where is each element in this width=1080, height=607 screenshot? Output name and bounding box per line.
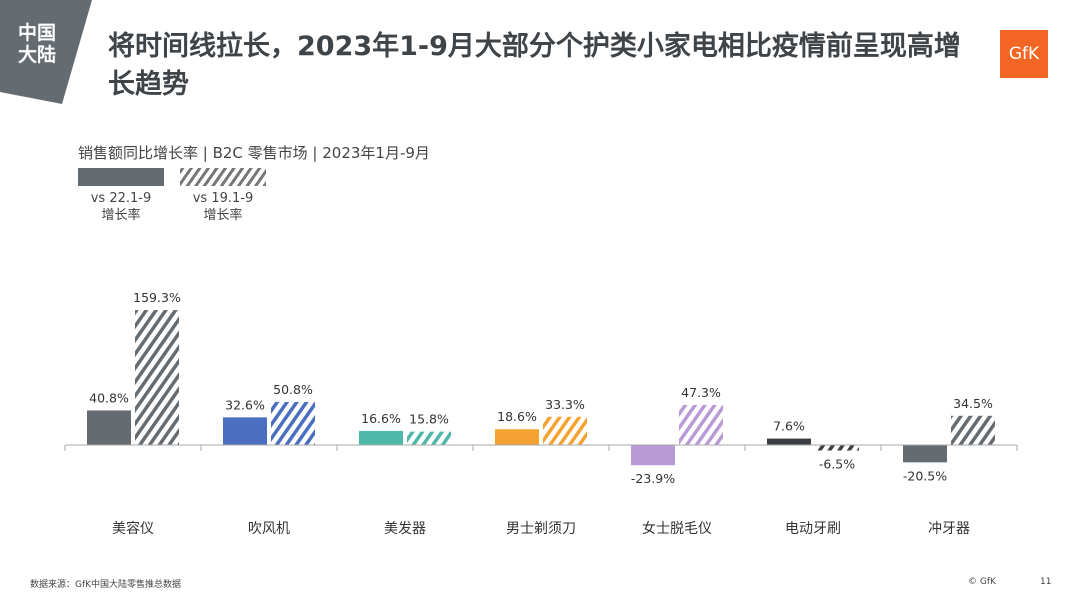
region-tag: 中国 大陆 [18, 22, 57, 66]
bar-solid [223, 417, 267, 445]
legend-swatch-solid [78, 168, 164, 186]
data-label: 7.6% [773, 419, 805, 434]
category-label: 美容仪 [112, 520, 154, 537]
bar-solid [87, 410, 131, 445]
page-number: 11 [1040, 577, 1052, 587]
bar-hatched [135, 310, 179, 445]
bar-solid [903, 445, 947, 463]
bar-solid [631, 445, 675, 466]
data-label: 18.6% [497, 409, 537, 424]
bar-hatched [951, 415, 995, 445]
region-corner-banner [0, 0, 92, 104]
data-label: 40.8% [89, 390, 129, 405]
bar-hatched [543, 416, 587, 445]
data-label: 15.8% [409, 412, 449, 427]
data-label: 32.6% [225, 397, 265, 412]
category-label: 女士脱毛仪 [642, 520, 712, 537]
data-label: -23.9% [631, 471, 675, 486]
bar-hatched [407, 431, 451, 445]
bar-chart: 40.8% 159.3% 美容仪 32.6% 50.8% 吹风机 16.6% 15.8% 美发器… [64, 290, 1018, 537]
bar-solid [359, 430, 403, 445]
bar-solid [495, 429, 539, 445]
data-label: -20.5% [903, 468, 947, 483]
data-label: 159.3% [133, 290, 181, 305]
data-label: 47.3% [681, 385, 721, 400]
category-label: 男士剃须刀 [506, 521, 576, 537]
data-label: 50.8% [273, 382, 313, 397]
data-label: -6.5% [819, 457, 855, 472]
category-label: 美发器 [384, 521, 426, 537]
category-label: 冲牙器 [928, 521, 970, 537]
data-label: 34.5% [953, 396, 993, 411]
footer-copyright: © GfK [968, 577, 996, 587]
category-label: 电动牙刷 [785, 521, 841, 537]
bar-hatched [679, 404, 723, 445]
page-title: 将时间线拉长，2023年1-9月大部分个护类小家电相比疫情前呈现高增长趋势 [108, 31, 961, 100]
legend-label-solid: vs 22.1-9 增长率 [90, 191, 152, 223]
gfk-logo: GfK [1000, 30, 1048, 78]
bar-solid [767, 438, 811, 445]
legend-label-hatched: vs 19.1-9 增长率 [192, 191, 254, 223]
data-label: 16.6% [361, 411, 401, 426]
category-label: 吹风机 [248, 521, 290, 537]
chart-title: 销售额同比增长率 | B2C 零售市场 | 2023年1月-9月 [78, 144, 430, 162]
data-label: 33.3% [545, 397, 585, 412]
bar-hatched [271, 401, 315, 445]
legend-swatch-hatched [180, 168, 266, 186]
footer-source: 数据来源：GfK中国大陆零售推总数据 [30, 580, 182, 590]
bar-hatched [815, 445, 859, 451]
